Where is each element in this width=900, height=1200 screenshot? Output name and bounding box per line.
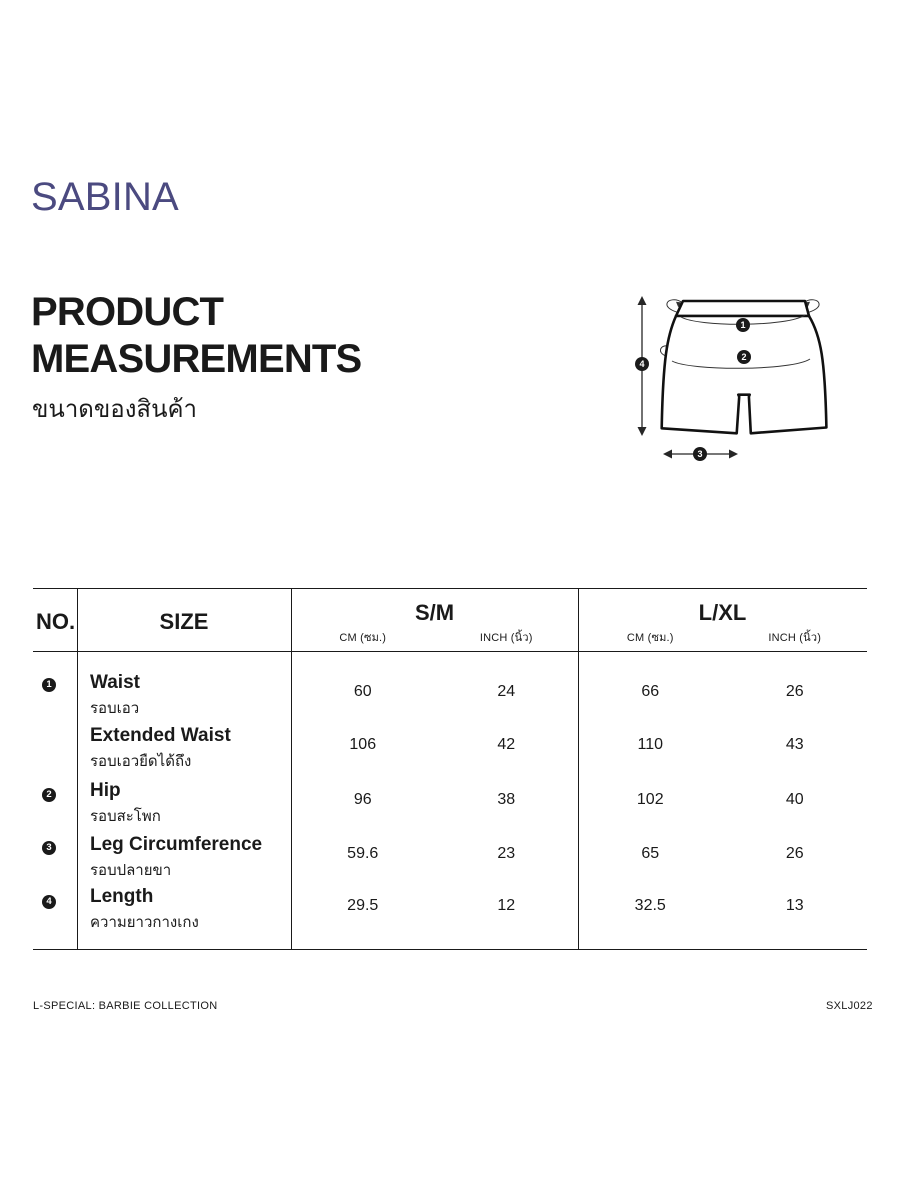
svg-text:1: 1 [740,320,745,330]
svg-text:4: 4 [639,359,644,369]
svg-text:3: 3 [697,449,702,459]
svg-text:2: 2 [741,352,746,362]
